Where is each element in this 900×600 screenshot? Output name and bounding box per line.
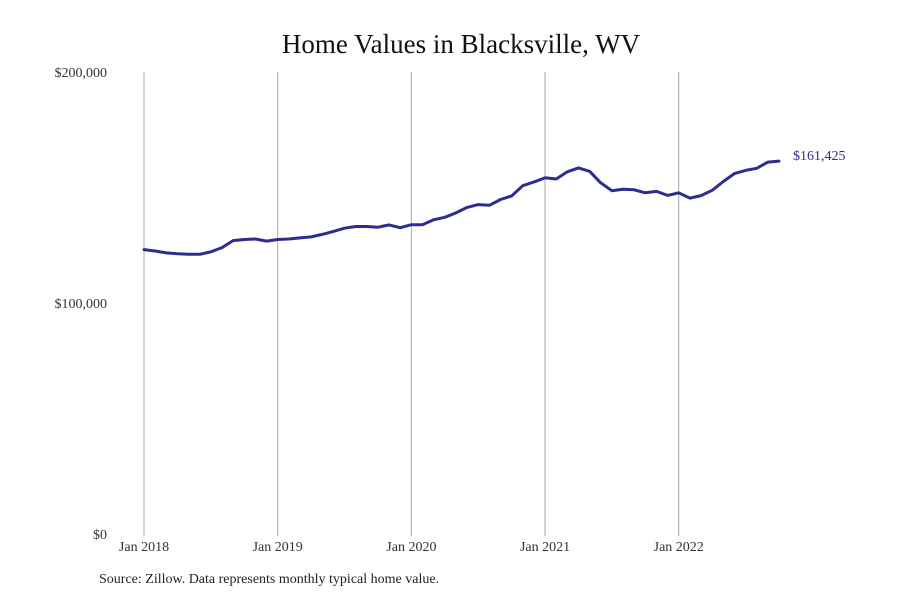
series-end-value-label: $161,425 bbox=[793, 149, 846, 164]
y-axis-tick-labels: $0 $100,000 $200,000 bbox=[55, 66, 108, 543]
source-note: Source: Zillow. Data represents monthly … bbox=[99, 572, 440, 587]
x-axis-tick-labels: Jan 2018 Jan 2019 Jan 2020 Jan 2021 Jan 2022 bbox=[119, 540, 704, 555]
x-tick-label: Jan 2019 bbox=[253, 540, 303, 555]
grid-lines bbox=[143, 72, 680, 536]
x-tick-label: Jan 2018 bbox=[119, 540, 169, 555]
x-tick-label: Jan 2021 bbox=[520, 540, 570, 555]
x-tick-label: Jan 2020 bbox=[386, 540, 436, 555]
x-tick-label: Jan 2022 bbox=[654, 540, 704, 555]
y-tick-label: $100,000 bbox=[55, 297, 108, 312]
chart-title: Home Values in Blacksville, WV bbox=[282, 29, 641, 59]
series-line bbox=[142, 159, 781, 256]
y-tick-label: $200,000 bbox=[55, 66, 108, 81]
y-tick-label: $0 bbox=[93, 528, 107, 543]
series-layer: $161,425 bbox=[142, 149, 846, 256]
